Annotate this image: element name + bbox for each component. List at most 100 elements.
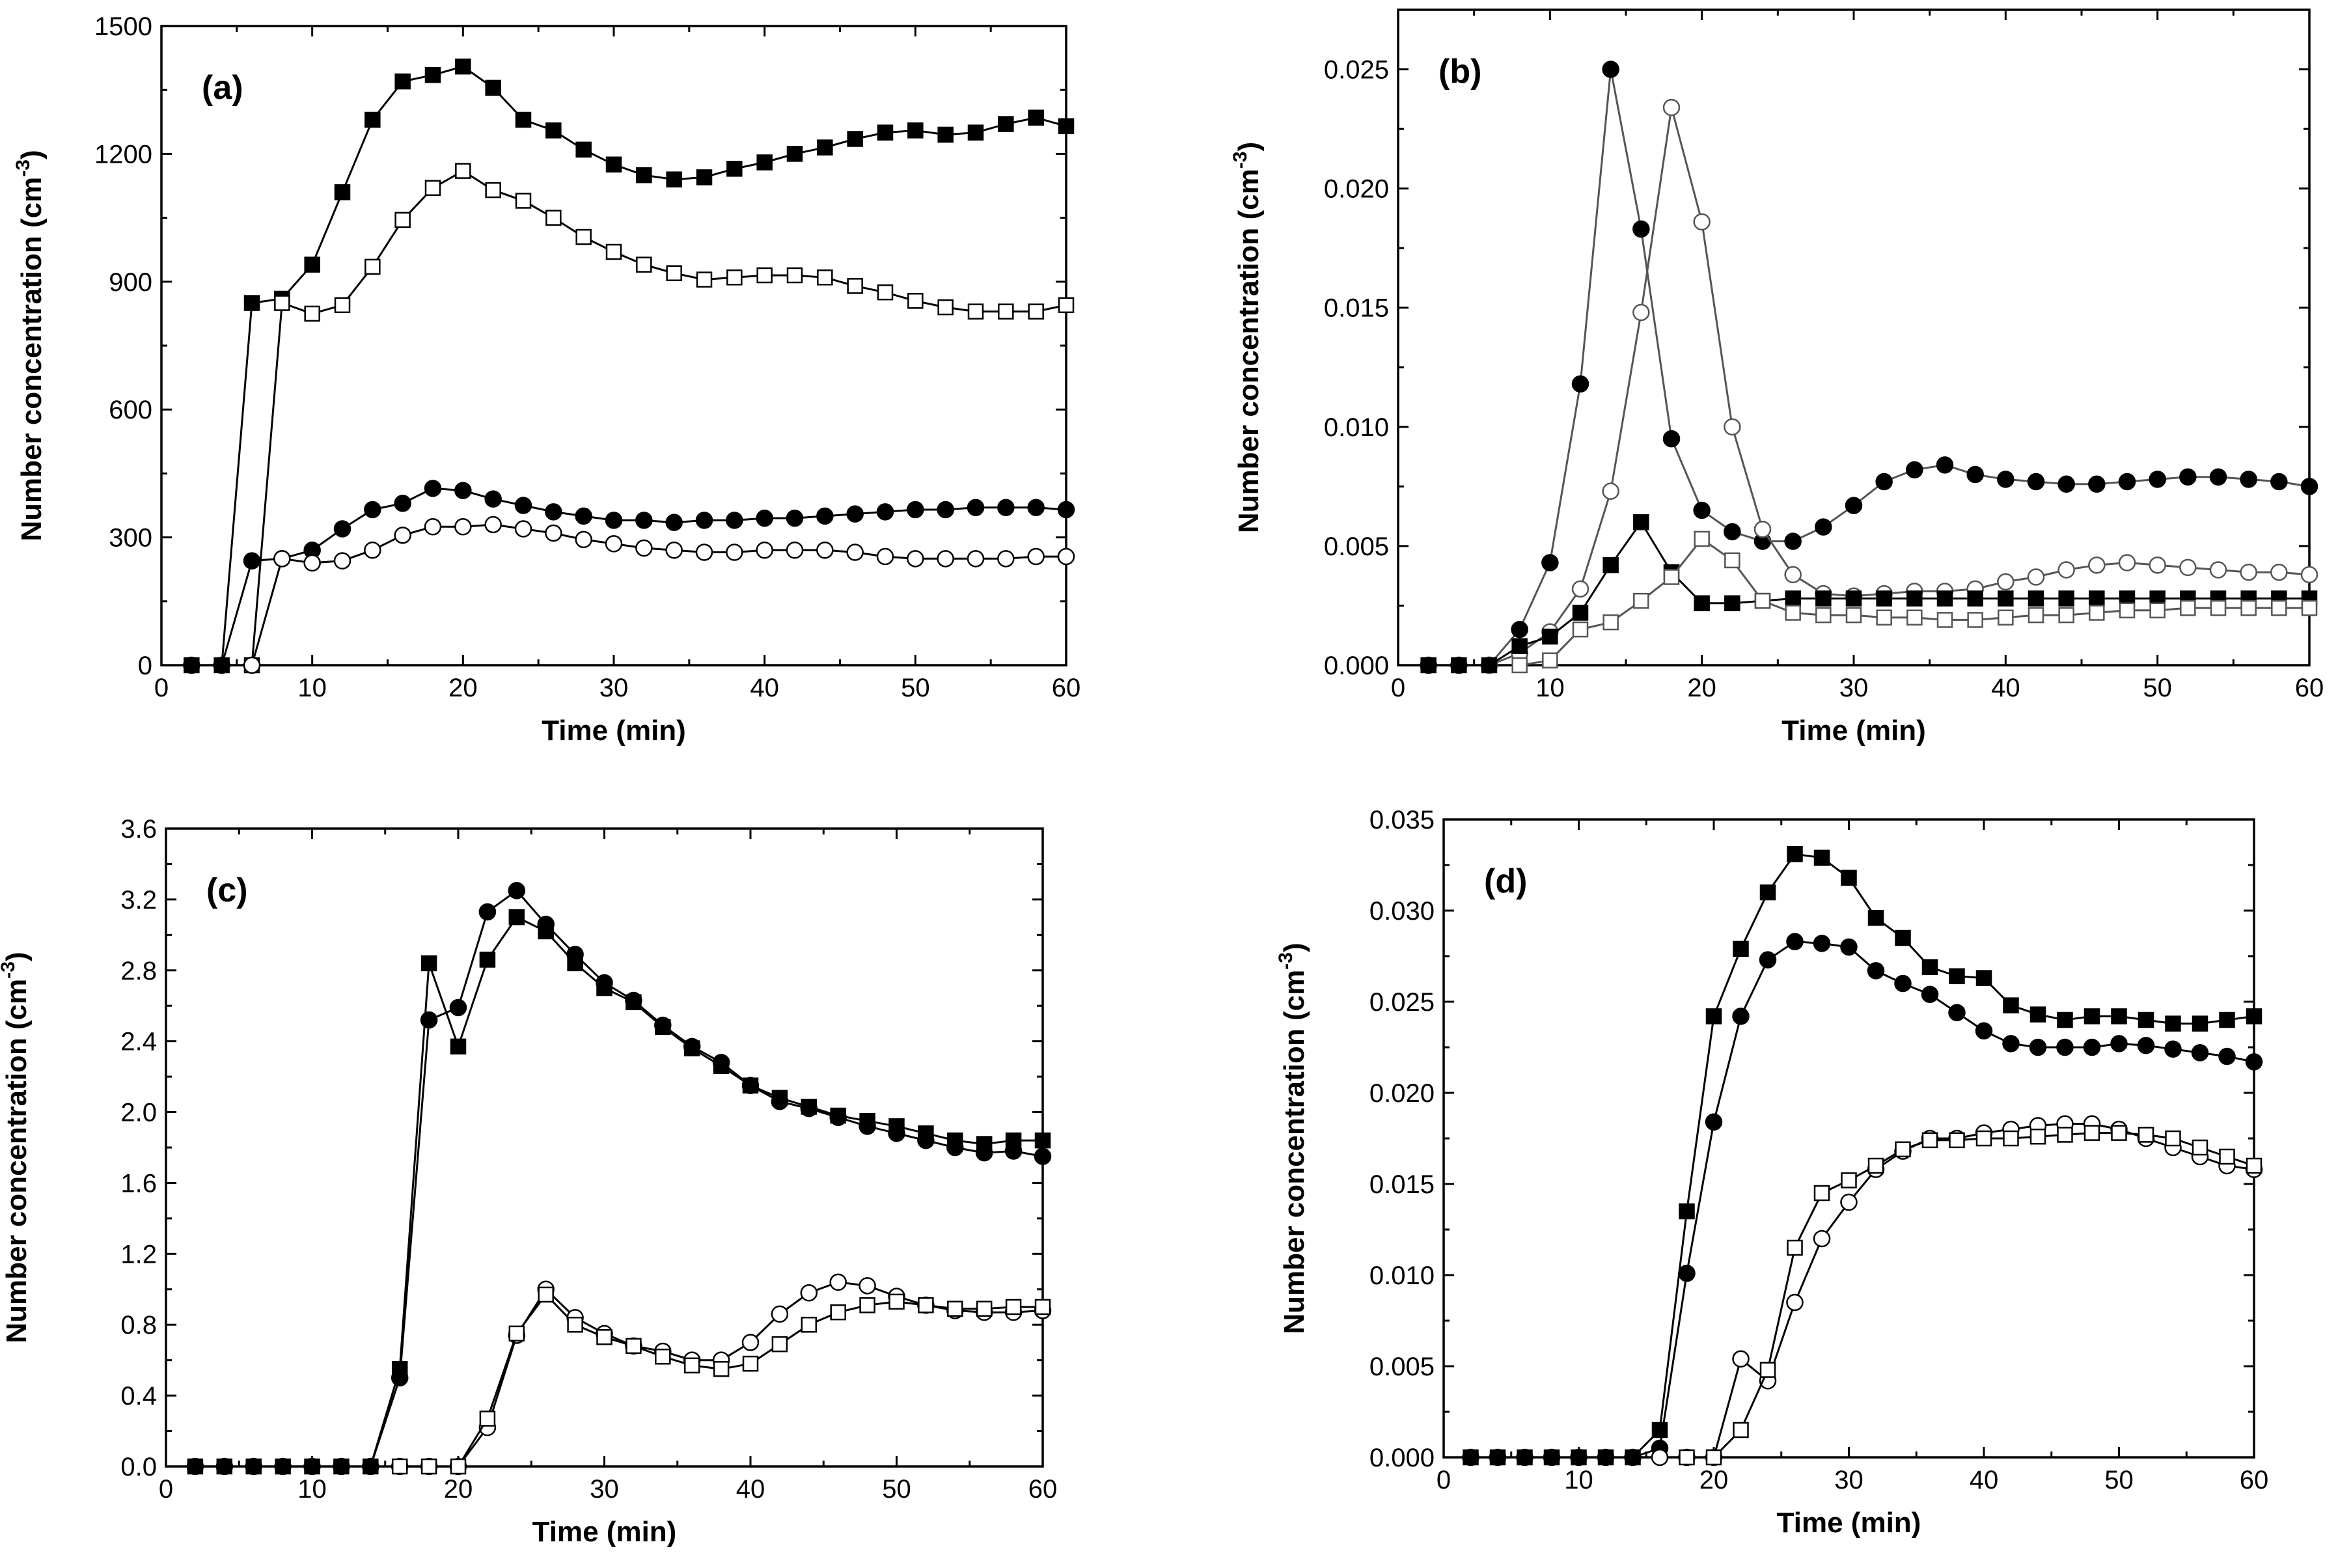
data-point-square — [2246, 1008, 2262, 1025]
data-point-circle — [1662, 98, 1681, 117]
data-point-circle — [2002, 1035, 2020, 1052]
panel-label: (b) — [1438, 53, 1481, 90]
x-axis-title: Time (min) — [1781, 715, 1926, 747]
y-tick-label: 1.2 — [120, 1240, 157, 1269]
data-point-circle — [2179, 468, 2197, 486]
data-point-square — [334, 297, 351, 314]
data-point-circle — [946, 1138, 964, 1157]
data-point-square — [1705, 1008, 1722, 1025]
data-point-square — [1602, 557, 1619, 573]
y-tick-label: 1200 — [94, 140, 152, 169]
data-point-circle — [333, 520, 351, 538]
data-point-circle — [726, 512, 743, 529]
data-point-square — [1975, 1130, 1992, 1147]
data-point-circle — [1921, 985, 1939, 1004]
y-axis-title-main: Number concentration (cm — [1278, 970, 1310, 1334]
data-point-circle — [907, 501, 924, 519]
data-point-circle — [1997, 573, 2015, 591]
data-point-circle — [1705, 1113, 1723, 1131]
data-point-circle — [800, 1099, 818, 1118]
data-point-circle — [1543, 1448, 1561, 1466]
data-point-circle — [1602, 482, 1619, 500]
x-tick-label: 30 — [590, 1475, 619, 1504]
x-tick-label: 30 — [1839, 674, 1869, 702]
data-point-circle — [1571, 580, 1589, 598]
data-point-circle — [514, 497, 532, 514]
data-point-circle — [816, 541, 834, 559]
x-tick-label: 0 — [1391, 674, 1405, 702]
data-point-circle — [975, 1144, 993, 1162]
data-point-circle — [1632, 303, 1650, 322]
data-point-circle — [1597, 1448, 1615, 1466]
data-point-circle — [2149, 556, 2166, 574]
x-tick-label: 50 — [882, 1475, 911, 1504]
data-point-square — [1679, 1203, 1695, 1220]
data-point-square — [424, 67, 441, 83]
x-tick-label: 20 — [444, 1475, 473, 1504]
data-point-square — [847, 131, 863, 147]
data-point-circle — [846, 543, 864, 561]
data-point-circle — [545, 524, 562, 542]
data-point-square — [666, 171, 682, 187]
data-point-square — [394, 73, 411, 90]
data-point-circle — [245, 1457, 262, 1476]
data-point-circle — [829, 1108, 847, 1126]
y-tick-label: 3.6 — [120, 815, 157, 844]
data-point-square — [2301, 599, 2318, 616]
x-tick-label: 0 — [154, 674, 169, 702]
data-point-circle — [1462, 1448, 1479, 1466]
data-point-square — [1694, 530, 1710, 547]
data-point-square — [1651, 1422, 1668, 1438]
data-point-square — [1733, 941, 1749, 957]
data-point-circle — [1948, 1004, 1966, 1022]
x-tick-label: 30 — [1834, 1466, 1864, 1494]
series-line — [191, 487, 1067, 667]
x-tick-label: 20 — [448, 674, 478, 702]
y-axis-title-superscript: -3 — [0, 961, 19, 979]
data-point-circle — [508, 882, 526, 900]
data-point-square — [1028, 303, 1044, 320]
data-point-circle — [1057, 501, 1075, 519]
x-tick-label: 40 — [1991, 674, 2020, 702]
data-point-square — [1895, 929, 1911, 946]
data-point-square — [1511, 638, 1528, 654]
data-point-square — [596, 1329, 612, 1345]
data-point-square — [545, 122, 562, 139]
data-point-circle — [2088, 556, 2106, 574]
plot-frame — [1442, 818, 2255, 1459]
data-point-circle — [394, 527, 411, 544]
x-tick-label: 40 — [1970, 1466, 1999, 1494]
data-point-circle — [424, 480, 442, 497]
data-point-square — [455, 163, 471, 179]
data-point-circle — [1759, 951, 1777, 969]
series-open-circle — [1651, 1115, 2263, 1466]
panel-label: (d) — [1484, 862, 1527, 900]
data-point-circle — [1541, 554, 1559, 571]
data-point-circle — [186, 1457, 204, 1476]
y-axis-title-main: Number concentration (cm — [16, 177, 48, 542]
data-point-square — [2003, 1130, 2019, 1147]
data-point-circle — [2270, 473, 2288, 491]
data-point-circle — [654, 1016, 672, 1034]
data-point-circle — [2300, 478, 2318, 495]
data-point-circle — [1966, 465, 1984, 484]
data-point-circle — [967, 499, 985, 517]
data-point-square — [636, 167, 652, 184]
series-open-square — [1679, 1125, 2262, 1466]
data-point-square — [998, 303, 1014, 320]
y-tick-label: 0.005 — [1369, 1353, 1435, 1381]
y-tick-label: 2.0 — [120, 1099, 157, 1127]
data-point-square — [1694, 595, 1710, 612]
data-point-square — [1936, 612, 1953, 628]
x-tick-label: 60 — [2295, 674, 2324, 702]
data-point-circle — [1997, 471, 2015, 488]
x-tick-label: 20 — [1687, 674, 1716, 702]
data-point-circle — [537, 915, 555, 933]
chart-panel-c: 0 10 20 30 40 50 60 0.0 0.4 0.8 1.2 1.6 2.0 2.4 2.8 3.2… — [0, 815, 1057, 1548]
y-tick-label: 0.000 — [1369, 1444, 1435, 1472]
y-tick-label: 1.6 — [120, 1169, 157, 1198]
y-axis-title-main: Number concentration (cm — [1, 979, 33, 1343]
series-line — [191, 65, 1067, 667]
data-point-square — [304, 305, 320, 322]
data-point-square — [1058, 118, 1075, 135]
